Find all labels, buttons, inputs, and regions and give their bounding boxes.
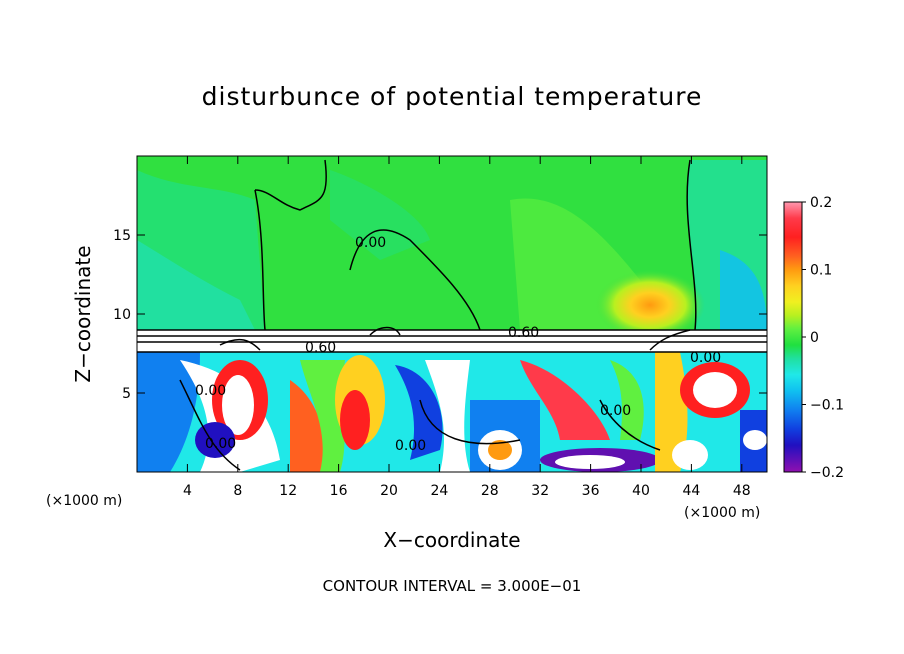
x-tick-label: 48 — [733, 483, 751, 499]
colorbar-scale — [783, 201, 803, 473]
heatmap-field — [137, 156, 767, 472]
y-tick-label: 5 — [122, 386, 131, 402]
x-tick-label: 12 — [279, 483, 297, 499]
x-tick-label: 28 — [481, 483, 499, 499]
y-axis: 5 10 15 — [113, 228, 767, 402]
contour-label: 0.60 — [305, 340, 336, 356]
x-tick-label: 36 — [582, 483, 600, 499]
contour-label: 0.00 — [195, 383, 226, 399]
contour-label: 0.00 — [355, 235, 386, 251]
x-unit-left: (×1000 m) — [46, 493, 122, 509]
x-tick-label: 8 — [233, 483, 242, 499]
contour-label: 0.00 — [205, 436, 236, 452]
x-tick-label: 32 — [531, 483, 549, 499]
x-tick-label: 24 — [430, 483, 448, 499]
x-axis-label: X−coordinate — [383, 528, 520, 552]
contour-label: 0.00 — [395, 438, 426, 454]
x-tick-label: 20 — [380, 483, 398, 499]
y-tick-label: 10 — [113, 307, 131, 323]
x-tick-label: 16 — [330, 483, 348, 499]
x-tick-label: 44 — [682, 483, 700, 499]
colorbar-tick-label: 0 — [810, 330, 819, 346]
contour-label: 0.00 — [600, 403, 631, 419]
colorbar: 0.2 0.1 0 −0.1 −0.2 — [783, 195, 844, 481]
colorbar-tick-label: 0.2 — [810, 195, 832, 211]
colorbar-tick-label: −0.1 — [810, 398, 844, 414]
colorbar-tick-label: 0.1 — [810, 263, 832, 279]
colorbar-tick-label: −0.2 — [810, 465, 844, 481]
contour-label: 0.00 — [690, 350, 721, 366]
x-unit-right: (×1000 m) — [684, 505, 760, 521]
chart-title: disturbunce of potential temperature — [201, 82, 703, 111]
contour-interval-note: CONTOUR INTERVAL = 3.000E−01 — [322, 577, 582, 595]
x-tick-label: 40 — [632, 483, 650, 499]
x-tick-label: 4 — [183, 483, 192, 499]
x-axis: 4 8 12 16 20 24 28 32 36 40 44 48 — [183, 156, 751, 499]
contour-label: 0.60 — [508, 325, 539, 341]
y-tick-label: 15 — [113, 228, 131, 244]
y-axis-label: Z−coordinate — [71, 245, 95, 382]
